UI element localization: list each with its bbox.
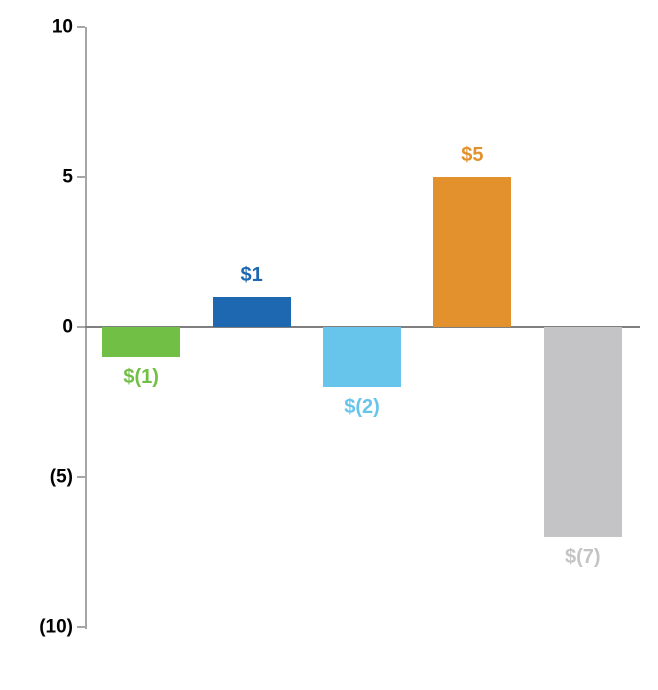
bar-label: $1 xyxy=(240,264,263,286)
bar-bar-1 xyxy=(102,327,181,357)
bar-label: $5 xyxy=(461,144,484,166)
y-tick-label: 5 xyxy=(62,166,73,188)
bar-bar-2 xyxy=(212,297,291,327)
bar-bar-5 xyxy=(543,327,622,537)
bar-bar-3 xyxy=(323,327,401,387)
y-tick-label: 0 xyxy=(62,316,73,338)
y-tick-label: (10) xyxy=(39,616,73,638)
bar-label: $(7) xyxy=(565,546,601,568)
y-tick xyxy=(77,326,85,328)
y-axis-line xyxy=(85,27,87,629)
y-tick xyxy=(77,26,85,28)
y-tick xyxy=(77,476,85,478)
y-tick-label: (5) xyxy=(49,466,73,488)
y-tick xyxy=(77,176,85,178)
bar-bar-4 xyxy=(433,177,512,327)
bar-label: $(1) xyxy=(123,366,159,388)
y-tick xyxy=(77,626,85,628)
y-tick-label: 10 xyxy=(51,16,73,38)
bar-label: $(2) xyxy=(344,396,380,418)
